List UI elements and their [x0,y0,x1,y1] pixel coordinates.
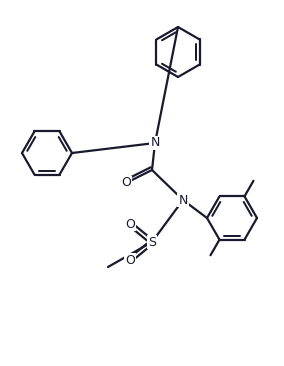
Text: N: N [178,194,188,206]
Text: O: O [125,217,135,231]
Text: S: S [148,235,156,249]
Text: O: O [121,176,131,190]
Text: O: O [125,254,135,266]
Text: N: N [150,137,160,149]
